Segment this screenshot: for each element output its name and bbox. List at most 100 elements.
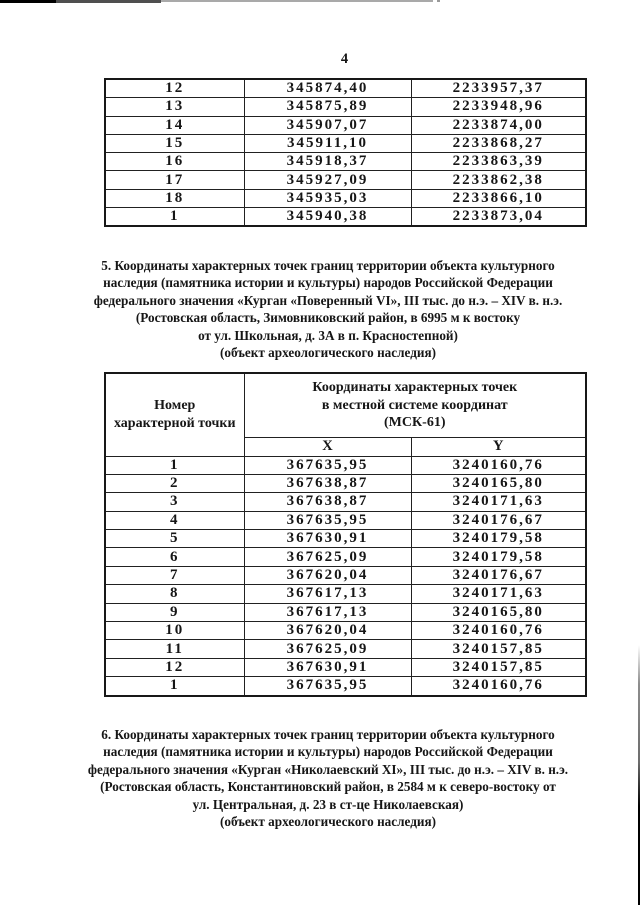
header-line: характерной точки — [113, 415, 236, 431]
point-number-cell: 8 — [104, 584, 245, 604]
table-row: 4 367635,95 3240176,67 — [104, 510, 587, 531]
header-line: (МСК-61) — [384, 415, 446, 431]
scan-artifact-bar-darkgray — [56, 0, 161, 3]
point-number-cell: 6 — [104, 547, 245, 567]
point-number-cell: 9 — [104, 602, 245, 623]
x-coordinate-cell: 367625,09 — [243, 639, 412, 659]
heading-line: федерального значения «Курган «Поверенны… — [93, 292, 563, 308]
x-coordinate-cell: 367635,95 — [243, 455, 412, 475]
y-coordinate-cell: 3240171,63 — [410, 584, 587, 604]
scan-artifact-bar-lightgray — [161, 0, 433, 2]
y-coordinate-cell: 2233863,39 — [410, 152, 587, 172]
point-number-cell: 15 — [104, 133, 245, 154]
y-coordinate-cell: 3240157,85 — [410, 657, 587, 678]
y-coordinate-cell: 2233868,27 — [410, 133, 587, 154]
x-coordinate-cell: 367630,91 — [243, 529, 412, 549]
table-row: 12 367630,91 3240157,85 — [104, 657, 587, 678]
y-coordinate-cell: 3240165,80 — [410, 602, 587, 623]
x-coordinate-cell: 345911,10 — [243, 133, 412, 154]
y-coordinate-cell: 3240176,67 — [410, 565, 587, 586]
point-number-cell: 10 — [104, 621, 245, 641]
header-line: Координаты характерных точек — [312, 380, 518, 396]
header-line: Номер — [154, 398, 196, 414]
heading-line: наследия (памятника истории и культуры) … — [103, 275, 553, 291]
point-number-cell: 12 — [104, 78, 245, 99]
table-row: 1 367635,95 3240160,76 — [104, 676, 587, 697]
point-number-cell: 17 — [104, 170, 245, 190]
header-y-label: Y — [410, 437, 587, 457]
y-coordinate-cell: 3240157,85 — [410, 639, 587, 659]
x-coordinate-cell: 345874,40 — [243, 78, 412, 99]
y-coordinate-cell: 2233948,96 — [410, 97, 587, 117]
x-coordinate-cell: 367638,87 — [243, 473, 412, 494]
point-number-cell: 18 — [104, 188, 245, 209]
x-coordinate-cell: 367620,04 — [243, 621, 412, 641]
y-coordinate-cell: 3240160,76 — [410, 621, 587, 641]
heading-line: (объект археологического наследия) — [219, 345, 436, 361]
point-number-cell: 1 — [104, 455, 245, 475]
header-line: в местной системе координат — [321, 397, 508, 413]
table-row: 13 345875,89 2233948,96 — [104, 97, 587, 117]
x-coordinate-cell: 345940,38 — [243, 207, 412, 227]
heading-line: федерального значения «Курган «Николаевс… — [87, 761, 569, 777]
heading-line: наследия (памятника истории и культуры) … — [103, 744, 553, 760]
heading-line: ул. Центральная, д. 23 в ст-це Николаевс… — [192, 796, 464, 812]
coords-table-top-body: 12 345874,40 2233957,37 13 345875,89 2233948… — [104, 78, 587, 227]
coords-table-msk61-body: Номер характерной точки Координаты харак… — [104, 372, 587, 697]
header-point-number: Номер характерной точки — [104, 372, 245, 457]
point-number-cell: 16 — [104, 152, 245, 172]
y-coordinate-cell: 2233874,00 — [410, 115, 587, 135]
table-row: 14 345907,07 2233874,00 — [104, 115, 587, 135]
scan-artifact-bar-black — [0, 0, 56, 3]
scan-artifact-dot — [437, 0, 440, 2]
point-number-cell: 12 — [104, 657, 245, 678]
x-coordinate-cell: 367638,87 — [243, 492, 412, 512]
section-5-heading: 5. Координаты характерных точек границ т… — [60, 257, 596, 361]
coords-table-top: 12 345874,40 2233957,37 13 345875,89 2233948… — [104, 78, 587, 228]
heading-line: от ул. Школьная, д. 3А в п. Красностепно… — [198, 327, 458, 343]
table-row: 9 367617,13 3240165,80 — [104, 602, 587, 623]
y-coordinate-cell: 3240171,63 — [410, 492, 587, 512]
table-row: 10 367620,04 3240160,76 — [104, 621, 587, 641]
point-number-cell: 3 — [104, 492, 245, 512]
table-row: 17 345927,09 2233862,38 — [104, 170, 587, 190]
point-number-cell: 4 — [104, 510, 245, 531]
x-coordinate-cell: 367635,95 — [243, 510, 412, 531]
table-row: 16 345918,37 2233863,39 — [104, 152, 587, 172]
page-number: 4 — [340, 51, 349, 67]
table-row: 15 345911,10 2233868,27 — [104, 133, 587, 154]
x-coordinate-cell: 345918,37 — [243, 152, 412, 172]
table-header-row: Номер характерной точки Координаты харак… — [104, 372, 587, 457]
y-coordinate-cell: 3240160,76 — [410, 676, 587, 697]
heading-line: (объект археологического наследия) — [219, 814, 436, 830]
section-6-heading: 6. Координаты характерных точек границ т… — [60, 726, 596, 830]
point-number-cell: 1 — [104, 676, 245, 697]
point-number-cell: 13 — [104, 97, 245, 117]
header-x-label: X — [243, 437, 412, 457]
heading-line: 5. Координаты характерных точек границ т… — [101, 258, 555, 273]
table-row: 11 367625,09 3240157,85 — [104, 639, 587, 659]
x-coordinate-cell: 367617,13 — [243, 584, 412, 604]
point-number-cell: 2 — [104, 473, 245, 494]
table-row: 6 367625,09 3240179,58 — [104, 547, 587, 567]
y-coordinate-cell: 3240179,58 — [410, 547, 587, 567]
x-coordinate-cell: 367635,95 — [243, 676, 412, 697]
y-coordinate-cell: 3240160,76 — [410, 455, 587, 475]
y-coordinate-cell: 3240176,67 — [410, 510, 587, 531]
x-coordinate-cell: 367620,04 — [243, 565, 412, 586]
x-coordinate-cell: 367625,09 — [243, 547, 412, 567]
x-coordinate-cell: 367630,91 — [243, 657, 412, 678]
heading-line: (Ростовская область, Зимовниковский райо… — [135, 310, 521, 326]
point-number-cell: 11 — [104, 639, 245, 659]
point-number-cell: 14 — [104, 115, 245, 135]
x-coordinate-cell: 345927,09 — [243, 170, 412, 190]
heading-line: (Ростовская область, Константиновский ра… — [100, 779, 556, 795]
table-row: 3 367638,87 3240171,63 — [104, 492, 587, 512]
x-coordinate-cell: 345907,07 — [243, 115, 412, 135]
x-coordinate-cell: 345935,03 — [243, 188, 412, 209]
table-row: 5 367630,91 3240179,58 — [104, 529, 587, 549]
coords-table-msk61: Номер характерной точки Координаты харак… — [104, 372, 588, 697]
heading-line: 6. Координаты характерных точек границ т… — [101, 727, 555, 742]
y-coordinate-cell: 2233862,38 — [410, 170, 587, 190]
point-number-cell: 1 — [104, 207, 245, 227]
